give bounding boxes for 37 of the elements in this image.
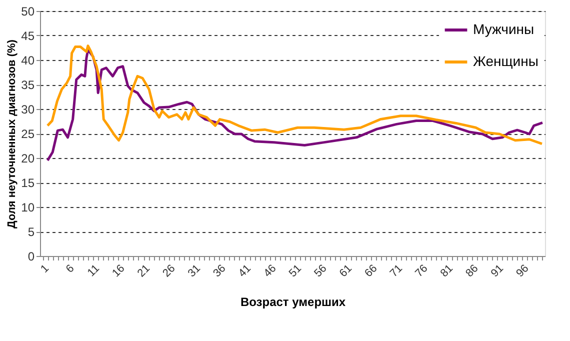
x-tick-label: 11 <box>85 262 102 280</box>
x-tick-label: 16 <box>110 262 128 280</box>
line-series <box>46 44 544 146</box>
x-tick-label: 66 <box>362 262 380 280</box>
legend-label: Мужчины <box>473 21 534 37</box>
y-axis-title: Доля неуточненных диагнозов (%) <box>6 39 18 228</box>
x-tick-label: 1 <box>38 262 52 276</box>
x-tick-label: 46 <box>262 262 279 280</box>
x-tick-label: 36 <box>211 262 228 280</box>
y-tick-label: 30 <box>21 102 35 116</box>
x-tick-label: 26 <box>160 262 178 280</box>
x-tick-label: 21 <box>135 262 153 280</box>
x-tick-label: 31 <box>186 262 204 280</box>
x-tick-label: 81 <box>438 262 456 280</box>
y-tick-label: 35 <box>21 78 35 92</box>
line-series <box>46 48 544 162</box>
x-tick-label: 91 <box>488 262 506 280</box>
x-axis-title: Возраст умерших <box>240 294 346 309</box>
x-tick-label: 71 <box>388 262 406 280</box>
y-tick-label: 20 <box>21 152 35 166</box>
x-tick-label: 61 <box>337 262 355 280</box>
x-tick-label: 96 <box>514 262 532 280</box>
y-tick-label: 40 <box>21 54 35 68</box>
x-tick-label: 51 <box>286 262 304 280</box>
x-tick-label: 41 <box>236 262 254 280</box>
y-tick-label: 50 <box>21 4 35 18</box>
y-tick-label: 10 <box>21 200 35 214</box>
x-tick-label: 6 <box>64 262 77 276</box>
x-tick-label: 86 <box>464 262 481 280</box>
y-tick-label: 25 <box>21 127 35 141</box>
y-tick-label: 45 <box>21 29 35 43</box>
y-tick-label: 0 <box>28 250 35 264</box>
y-tick-label: 15 <box>21 176 35 190</box>
legend-label: Женщины <box>473 53 538 69</box>
x-tick-label: 56 <box>312 262 330 280</box>
x-tick-label: 76 <box>413 262 430 280</box>
y-tick-label: 5 <box>28 225 35 239</box>
